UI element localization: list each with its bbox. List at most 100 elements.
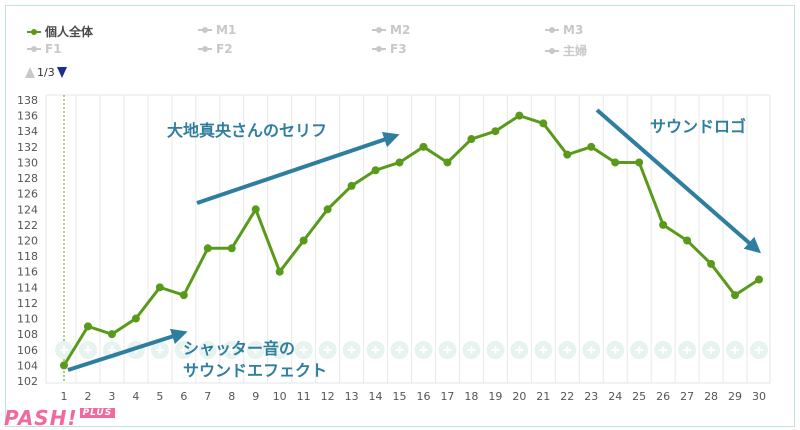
legend-item[interactable]: M3: [545, 23, 583, 37]
data-point: [179, 291, 188, 300]
data-point: [731, 291, 740, 300]
page-up-icon[interactable]: [25, 67, 35, 78]
x-tick-label: 26: [656, 390, 670, 403]
y-tick-label: 110: [17, 313, 38, 326]
legend-marker-icon: [198, 26, 212, 34]
annotation-dialogue: 大地真央さんのセリフ: [167, 121, 328, 140]
data-point: [203, 244, 212, 253]
legend-marker-icon: [545, 47, 559, 55]
x-tick-label: 25: [632, 390, 646, 403]
y-tick-label: 130: [17, 156, 38, 169]
plus-icon: [275, 346, 284, 354]
y-tick-label: 132: [17, 141, 38, 154]
x-tick-label: 19: [488, 390, 502, 403]
x-tick-label: 8: [228, 390, 235, 403]
annotation-sound-logo: サウンドロゴ: [650, 117, 747, 136]
legend-item[interactable]: F2: [198, 42, 233, 56]
legend-marker-icon: [372, 45, 386, 53]
plus-icon: [347, 346, 356, 354]
legend-item[interactable]: M1: [198, 23, 236, 37]
x-tick-label: 1: [61, 390, 68, 403]
data-point: [60, 361, 68, 370]
legend-label: 個人全体: [45, 25, 94, 39]
y-tick-label: 116: [17, 266, 38, 279]
x-tick-label: 24: [608, 390, 622, 403]
plus-icon: [683, 346, 692, 354]
x-tick-label: 14: [369, 390, 383, 403]
page-down-icon[interactable]: [56, 67, 67, 78]
data-point: [371, 166, 380, 175]
y-tick-label: 124: [17, 203, 38, 216]
y-tick-label: 128: [17, 172, 38, 185]
plus-icon: [755, 346, 763, 354]
data-point: [347, 181, 356, 190]
legend-item[interactable]: M2: [372, 23, 410, 37]
legend-label: M1: [216, 23, 237, 37]
plus-icon: [60, 346, 68, 354]
logo-text: PASH!: [4, 406, 78, 430]
plus-icon: [659, 346, 668, 354]
x-tick-label: 10: [273, 390, 287, 403]
plus-icon: [251, 346, 260, 354]
legend-label: M2: [390, 23, 411, 37]
legend-item[interactable]: F1: [27, 42, 62, 56]
plus-icon: [587, 346, 596, 354]
legend-pager: 1/3: [25, 66, 67, 79]
x-tick-label: 11: [297, 390, 311, 403]
legend-label: 主婦: [563, 44, 588, 58]
plus-icon: [299, 346, 308, 354]
data-point: [491, 127, 500, 136]
y-tick-label: 126: [17, 188, 38, 201]
plus-icon: [491, 346, 500, 354]
legend-label: M3: [563, 23, 584, 37]
x-tick-label: 2: [84, 390, 91, 403]
annotation-arrow: [595, 108, 762, 254]
legend-label: F3: [390, 42, 407, 56]
data-point: [107, 330, 116, 339]
y-tick-label: 114: [17, 281, 38, 294]
x-tick-label: 17: [440, 390, 454, 403]
legend-marker-icon: [198, 45, 212, 53]
data-point: [155, 283, 164, 292]
data-point: [251, 205, 260, 214]
data-point: [539, 119, 548, 128]
plus-icon: [395, 346, 404, 354]
plus-icon: [707, 346, 716, 354]
plus-icon: [443, 346, 452, 354]
data-point: [443, 158, 452, 167]
x-tick-label: 7: [204, 390, 211, 403]
plus-icon: [155, 346, 164, 354]
legend-item[interactable]: 主婦: [545, 42, 587, 59]
legend-marker-icon: [27, 28, 41, 36]
logo: PASH! PLUS: [4, 406, 116, 430]
plus-icon: [467, 346, 476, 354]
x-tick-label: 30: [752, 390, 766, 403]
legend-marker-icon: [27, 45, 41, 53]
data-point: [323, 205, 332, 214]
y-tick-label: 108: [17, 328, 38, 341]
plus-icon: [539, 346, 548, 354]
panel-border: [5, 5, 795, 427]
data-point: [611, 158, 620, 167]
annotation-arrow: [67, 328, 188, 372]
x-tick-label: 3: [108, 390, 115, 403]
y-tick-label: 122: [17, 219, 38, 232]
data-point: [131, 314, 140, 323]
legend-item[interactable]: 個人全体: [27, 23, 93, 40]
x-tick-label: 4: [132, 390, 139, 403]
x-tick-label: 18: [464, 390, 478, 403]
x-tick-label: 15: [393, 390, 407, 403]
legend-item[interactable]: F3: [372, 42, 407, 56]
plus-icon: [203, 346, 212, 354]
data-point: [299, 236, 308, 245]
y-tick-label: 102: [17, 375, 38, 388]
x-tick-label: 29: [728, 390, 742, 403]
y-tick-label: 134: [17, 125, 38, 138]
x-tick-label: 27: [680, 390, 694, 403]
data-point: [683, 236, 692, 245]
plus-icon: [371, 346, 380, 354]
data-point: [515, 111, 524, 120]
x-tick-label: 12: [321, 390, 335, 403]
